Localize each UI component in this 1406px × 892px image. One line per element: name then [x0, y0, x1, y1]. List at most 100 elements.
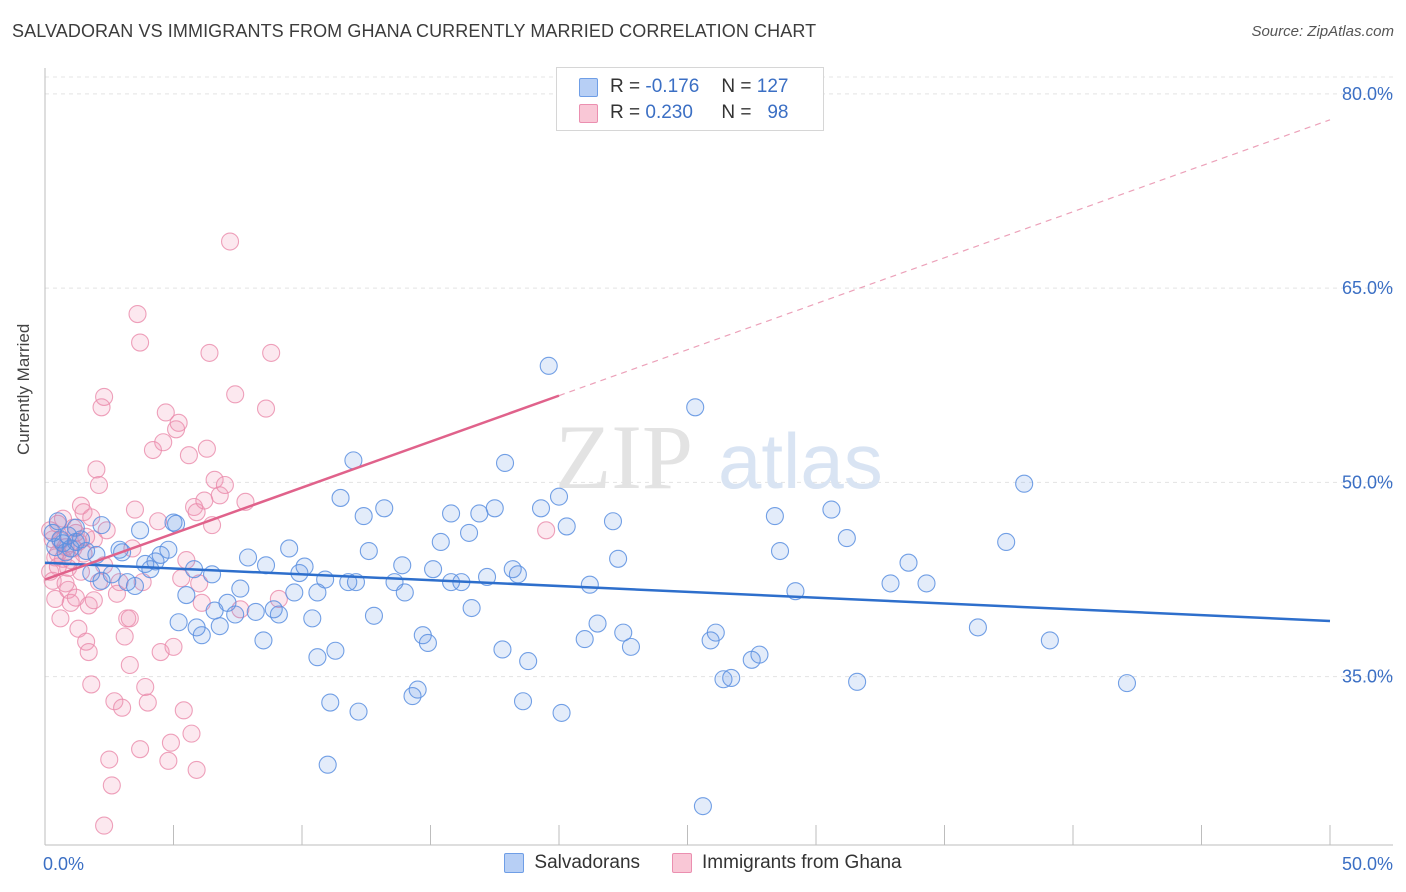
salvadoran-point: [254, 631, 273, 650]
salvadoran-point: [210, 617, 229, 636]
salvadoran-point: [614, 623, 633, 642]
ghana-point: [182, 724, 201, 743]
ghana-point: [149, 512, 168, 531]
bottom-legend: Salvadorans Immigrants from Ghana: [0, 852, 1406, 874]
ghana-point: [179, 446, 198, 465]
salvadoran-point: [331, 488, 350, 507]
trend-extension-ghana: [558, 119, 1331, 397]
ghana-point: [115, 627, 134, 646]
ghana-point: [77, 632, 96, 651]
y-tick-label: 65.0%: [1342, 278, 1393, 298]
r-value: -0.176: [645, 76, 700, 97]
ghana-point: [200, 343, 219, 362]
ghana-point: [164, 637, 183, 656]
salvadoran-point: [1015, 474, 1034, 493]
salvadoran-point: [92, 516, 111, 535]
ghana-point: [110, 573, 129, 592]
salvadoran-point: [495, 453, 515, 473]
ghana-point: [46, 589, 65, 609]
ghana-point: [79, 596, 98, 615]
ghana-point: [92, 398, 111, 417]
salvadoran-point: [470, 504, 489, 523]
salvadoran-point: [997, 532, 1016, 552]
watermark: ZIP atlas: [555, 406, 883, 508]
legend-swatch-salvadorans: [579, 77, 598, 97]
salvadoran-point: [459, 523, 479, 542]
ghana-point: [138, 693, 157, 712]
y-tick-label: 80.0%: [1342, 84, 1393, 104]
salvadoran-point: [280, 539, 299, 558]
salvadoran-point: [770, 541, 790, 561]
stats-row-salvadorans: R = -0.176 N = 127: [579, 76, 788, 98]
ghana-point: [100, 750, 119, 769]
salvadoran-point: [203, 565, 222, 584]
stats-row-ghana: R = 0.230 N = 98: [579, 102, 788, 124]
ghana-point: [89, 475, 109, 495]
salvadoran-point: [238, 548, 258, 567]
ghana-point: [195, 491, 214, 510]
r-label: R =: [610, 102, 641, 123]
ghana-point: [131, 740, 150, 759]
x-tick-label-min: 0.0%: [43, 854, 84, 874]
ghana-point: [131, 333, 150, 352]
trend-line-ghana: [44, 394, 560, 581]
ghana-point: [262, 343, 281, 362]
legend-item-ghana[interactable]: Immigrants from Ghana: [672, 852, 902, 874]
watermark-zip: ZIP: [555, 406, 693, 508]
salvadoran-point: [354, 507, 373, 526]
ghana-point: [125, 500, 144, 519]
salvadoran-point: [508, 565, 527, 584]
salvadoran-point: [588, 614, 607, 633]
n-label: N =: [721, 102, 752, 123]
salvadoran-point: [722, 668, 741, 687]
axes: [44, 68, 1393, 846]
salvadoran-point: [580, 575, 599, 594]
ghana-point: [187, 760, 206, 779]
salvadoran-point: [318, 755, 337, 774]
salvadoran-point: [159, 540, 178, 559]
ghana-point: [77, 527, 96, 546]
salvadoran-point: [308, 583, 327, 602]
salvadoran-point: [848, 672, 867, 691]
salvadoran-point: [557, 517, 576, 536]
legend-item-salvadorans[interactable]: Salvadorans: [504, 852, 640, 874]
ghana-point: [537, 521, 556, 540]
salvadoran-point: [408, 680, 427, 699]
ghana-point: [159, 751, 178, 770]
ghana-point: [154, 433, 173, 452]
y-axis-label: Currently Married: [14, 323, 33, 455]
n-label: N =: [721, 76, 752, 97]
trend-line-salvadorans: [44, 561, 1331, 623]
salvadoran-point: [621, 637, 641, 656]
salvadoran-point: [187, 618, 206, 637]
salvadoran-point: [431, 532, 450, 552]
ghana-point: [169, 413, 188, 432]
ghana-point: [102, 776, 121, 795]
trend-lines: [44, 119, 1331, 623]
tick-labels: 35.0% 50.0% 65.0% 80.0% 0.0% 50.0%: [43, 84, 1393, 874]
salvadoran-point: [706, 623, 725, 642]
series-ghana-points: [41, 232, 556, 835]
salvadoran-point: [968, 618, 987, 637]
ghana-point: [53, 509, 73, 528]
ghana-point: [156, 403, 175, 422]
ghana-point: [174, 701, 193, 720]
n-value: 127: [756, 76, 789, 97]
legend-label: Salvadorans: [534, 852, 641, 873]
chart-title: SALVADORAN VS IMMIGRANTS FROM GHANA CURR…: [12, 21, 817, 41]
salvadoran-point: [549, 487, 569, 506]
salvadoran-point: [750, 645, 769, 664]
salvadoran-point: [693, 797, 712, 816]
salvadoran-point: [442, 504, 461, 523]
ghana-point: [87, 460, 106, 479]
source-label: Source: ZipAtlas.com: [1251, 23, 1394, 40]
stats-legend: R = -0.176 N = 127 R = 0.230 N = 98: [556, 67, 824, 131]
r-value: 0.230: [645, 102, 693, 123]
salvadoran-point: [493, 640, 512, 659]
salvadoran-point: [513, 692, 533, 711]
salvadoran-point: [326, 641, 345, 660]
legend-swatch: [672, 853, 693, 873]
ghana-point: [51, 609, 70, 628]
salvadoran-point: [264, 600, 283, 619]
salvadoran-point: [418, 633, 437, 653]
